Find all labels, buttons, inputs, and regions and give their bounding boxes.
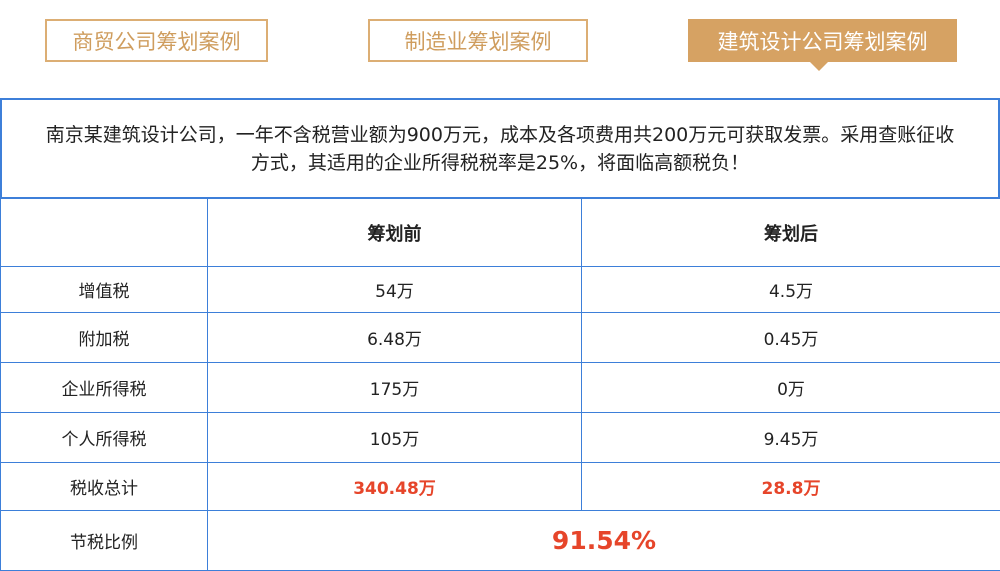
table-cell: 28.8万 xyxy=(581,462,1000,511)
header-cell: 筹划前 xyxy=(207,198,582,267)
row-label: 增值税 xyxy=(0,266,208,313)
table-cell: 0.45万 xyxy=(581,312,1000,363)
table-cell: 105万 xyxy=(207,412,582,463)
row-label: 个人所得税 xyxy=(0,412,208,463)
table-cell: 4.5万 xyxy=(581,266,1000,313)
tab[interactable]: 建筑设计公司筹划案例 xyxy=(688,19,957,62)
header-cell xyxy=(0,198,208,267)
header-cell: 筹划后 xyxy=(581,198,1000,267)
row-label: 附加税 xyxy=(0,312,208,363)
table-cell: 6.48万 xyxy=(207,312,582,363)
row-label: 企业所得税 xyxy=(0,362,208,413)
tab[interactable]: 制造业筹划案例 xyxy=(368,19,588,62)
tab[interactable]: 商贸公司筹划案例 xyxy=(45,19,268,62)
row-label: 节税比例 xyxy=(0,510,208,571)
row-label: 税收总计 xyxy=(0,462,208,511)
summary-value: 91.54% xyxy=(207,510,1000,571)
table-cell: 340.48万 xyxy=(207,462,582,511)
tab-pointer xyxy=(810,62,828,71)
table-cell: 175万 xyxy=(207,362,582,413)
description: 南京某建筑设计公司，一年不含税营业额为900万元，成本及各项费用共200万元可获… xyxy=(0,98,1000,199)
table-cell: 54万 xyxy=(207,266,582,313)
table-cell: 0万 xyxy=(581,362,1000,413)
table-cell: 9.45万 xyxy=(581,412,1000,463)
